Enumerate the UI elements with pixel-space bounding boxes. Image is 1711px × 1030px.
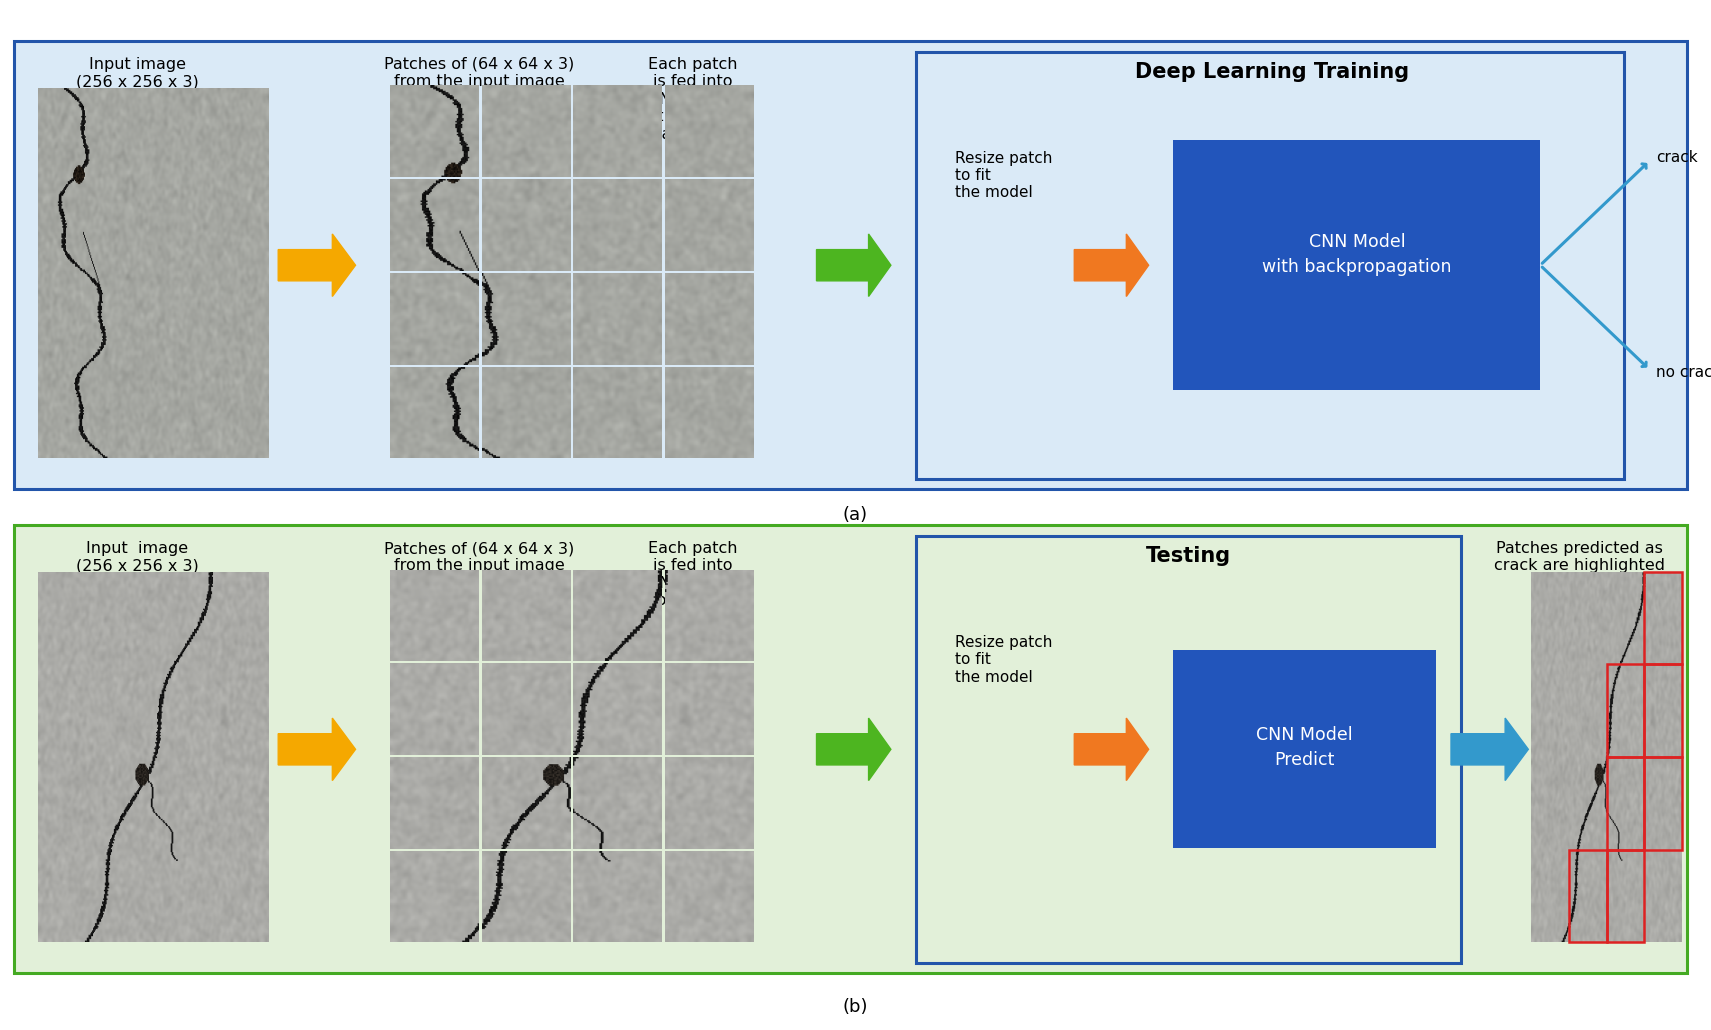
- FancyBboxPatch shape: [14, 525, 1687, 973]
- Text: Each patch
is fed into
CNN Model
for training and
validation: Each patch is fed into CNN Model for tra…: [630, 57, 755, 141]
- Text: Resize patch
to fit
the model: Resize patch to fit the model: [955, 150, 1052, 201]
- FancyArrow shape: [1075, 718, 1148, 781]
- Bar: [1607, 664, 1644, 757]
- FancyBboxPatch shape: [14, 41, 1687, 489]
- Text: crack: crack: [1656, 150, 1697, 166]
- FancyBboxPatch shape: [1174, 650, 1436, 849]
- Text: Input  image
(256 x 256 x 3): Input image (256 x 256 x 3): [75, 541, 198, 574]
- Bar: [1607, 850, 1644, 942]
- FancyBboxPatch shape: [1174, 140, 1540, 390]
- Text: no crack: no crack: [1656, 365, 1711, 380]
- Text: (a): (a): [844, 506, 867, 524]
- Text: Resize patch
to fit
the model: Resize patch to fit the model: [955, 634, 1052, 685]
- Text: Each patch
is fed into
CNN Model
for testing: Each patch is fed into CNN Model for tes…: [648, 541, 737, 609]
- Bar: [1607, 757, 1644, 850]
- Bar: [1644, 572, 1682, 664]
- Text: Patches predicted as
crack are highlighted: Patches predicted as crack are highlight…: [1494, 541, 1665, 574]
- FancyArrow shape: [1451, 718, 1528, 781]
- FancyArrow shape: [816, 718, 891, 781]
- Text: (b): (b): [844, 998, 867, 1016]
- Text: CNN Model
with backpropagation: CNN Model with backpropagation: [1263, 234, 1451, 276]
- FancyArrow shape: [816, 234, 891, 297]
- FancyBboxPatch shape: [915, 52, 1624, 479]
- FancyArrow shape: [1075, 234, 1148, 297]
- Text: Testing: Testing: [1146, 546, 1230, 566]
- Text: Input image
(256 x 256 x 3): Input image (256 x 256 x 3): [75, 57, 198, 90]
- Bar: [1644, 757, 1682, 850]
- Text: Patches of (64 x 64 x 3)
from the input image: Patches of (64 x 64 x 3) from the input …: [385, 541, 575, 574]
- FancyArrow shape: [279, 718, 356, 781]
- Text: CNN Model
Predict: CNN Model Predict: [1256, 726, 1353, 768]
- FancyBboxPatch shape: [915, 536, 1461, 963]
- Text: Patches of (64 x 64 x 3)
from the input image: Patches of (64 x 64 x 3) from the input …: [385, 57, 575, 90]
- FancyArrow shape: [279, 234, 356, 297]
- Bar: [1644, 664, 1682, 757]
- Text: Deep Learning Training: Deep Learning Training: [1136, 62, 1410, 82]
- Bar: [1569, 850, 1607, 942]
